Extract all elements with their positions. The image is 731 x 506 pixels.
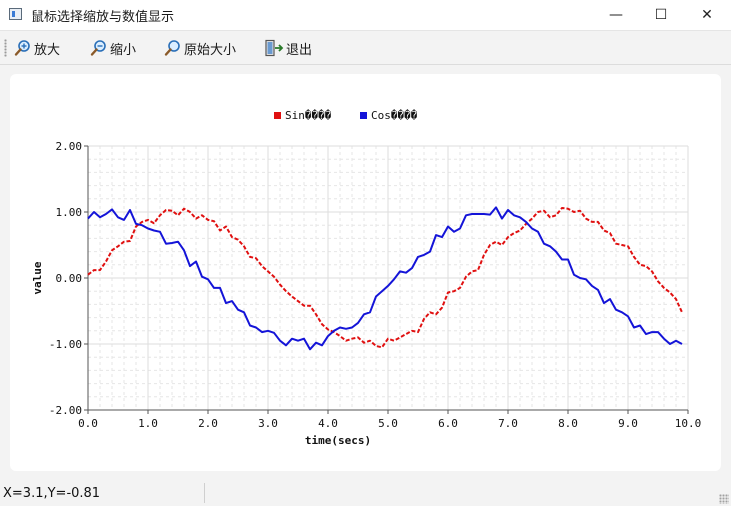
x-tick-label: 2.0 <box>198 417 218 430</box>
sin-series-line <box>87 207 683 349</box>
chart-grid <box>87 145 689 411</box>
app-icon <box>9 8 22 20</box>
x-tick-label: 0.0 <box>78 417 98 430</box>
y-axis-label: value <box>31 261 44 294</box>
y-tick-label: 0.00 <box>56 272 83 285</box>
legend-swatch <box>274 112 281 119</box>
minimize-button[interactable]: — <box>609 7 623 23</box>
magnifier-icon <box>164 40 180 56</box>
legend-label: Sin���� <box>285 109 331 122</box>
chart-series <box>87 206 683 351</box>
line-chart[interactable]: 0.0 1.0 2.0 3.0 4.0 5.0 6.0 7.0 8.0 9.0 10.0 2.00 1.… <box>10 74 721 471</box>
x-tick-label: 6.0 <box>438 417 458 430</box>
y-tick-label: 1.00 <box>56 206 83 219</box>
zoom-in-button[interactable]: 放大 <box>14 37 60 59</box>
y-tick-label: -1.00 <box>49 338 82 351</box>
original-size-button[interactable]: 原始大小 <box>164 37 236 59</box>
maximize-button[interactable]: ☐ <box>654 7 668 23</box>
y-tick-label: -2.00 <box>49 404 82 417</box>
x-tick-label: 3.0 <box>258 417 278 430</box>
chart-panel[interactable]: 0.0 1.0 2.0 3.0 4.0 5.0 6.0 7.0 8.0 9.0 10.0 2.00 1.… <box>10 74 721 471</box>
y-tick-label: 2.00 <box>56 140 83 153</box>
legend-label: Cos���� <box>371 109 417 122</box>
close-button[interactable]: ✕ <box>701 7 713 23</box>
toolbar-grip[interactable] <box>4 39 7 57</box>
x-tick-label: 1.0 <box>138 417 158 430</box>
zoom-out-button[interactable]: 缩小 <box>90 37 136 59</box>
zoom-out-label: 缩小 <box>110 42 137 58</box>
exit-door-icon <box>265 39 284 57</box>
coordinate-readout: X=3.1,Y=-0.81 <box>3 486 101 501</box>
x-axis-label: time(secs) <box>305 434 371 447</box>
zoom-in-icon <box>14 40 30 56</box>
resize-grip[interactable] <box>719 494 729 504</box>
x-tick-label: 10.0 <box>675 417 702 430</box>
zoom-out-icon <box>90 40 106 56</box>
chart-axes: 0.0 1.0 2.0 3.0 4.0 5.0 6.0 7.0 8.0 9.0 10.0 2.00 1.… <box>49 140 701 430</box>
window-title: 鼠标选择缩放与数值显示 <box>31 10 175 25</box>
zoom-in-label: 放大 <box>34 42 61 58</box>
x-tick-label: 9.0 <box>618 417 638 430</box>
status-separator <box>204 483 205 503</box>
chart-legend: Sin���� Cos���� <box>274 109 417 122</box>
exit-button[interactable]: 退出 <box>264 37 312 59</box>
original-size-label: 原始大小 <box>184 42 237 58</box>
cos-series-line <box>87 206 683 351</box>
status-bar: X=3.1,Y=-0.81 <box>0 481 731 506</box>
x-tick-label: 5.0 <box>378 417 398 430</box>
title-bar: 鼠标选择缩放与数值显示 — ☐ ✕ <box>0 0 731 31</box>
legend-swatch <box>360 112 367 119</box>
toolbar: 放大 缩小 原始大小 退出 <box>0 31 731 65</box>
x-tick-label: 7.0 <box>498 417 518 430</box>
x-tick-label: 8.0 <box>558 417 578 430</box>
x-tick-label: 4.0 <box>318 417 338 430</box>
exit-label: 退出 <box>286 42 313 58</box>
